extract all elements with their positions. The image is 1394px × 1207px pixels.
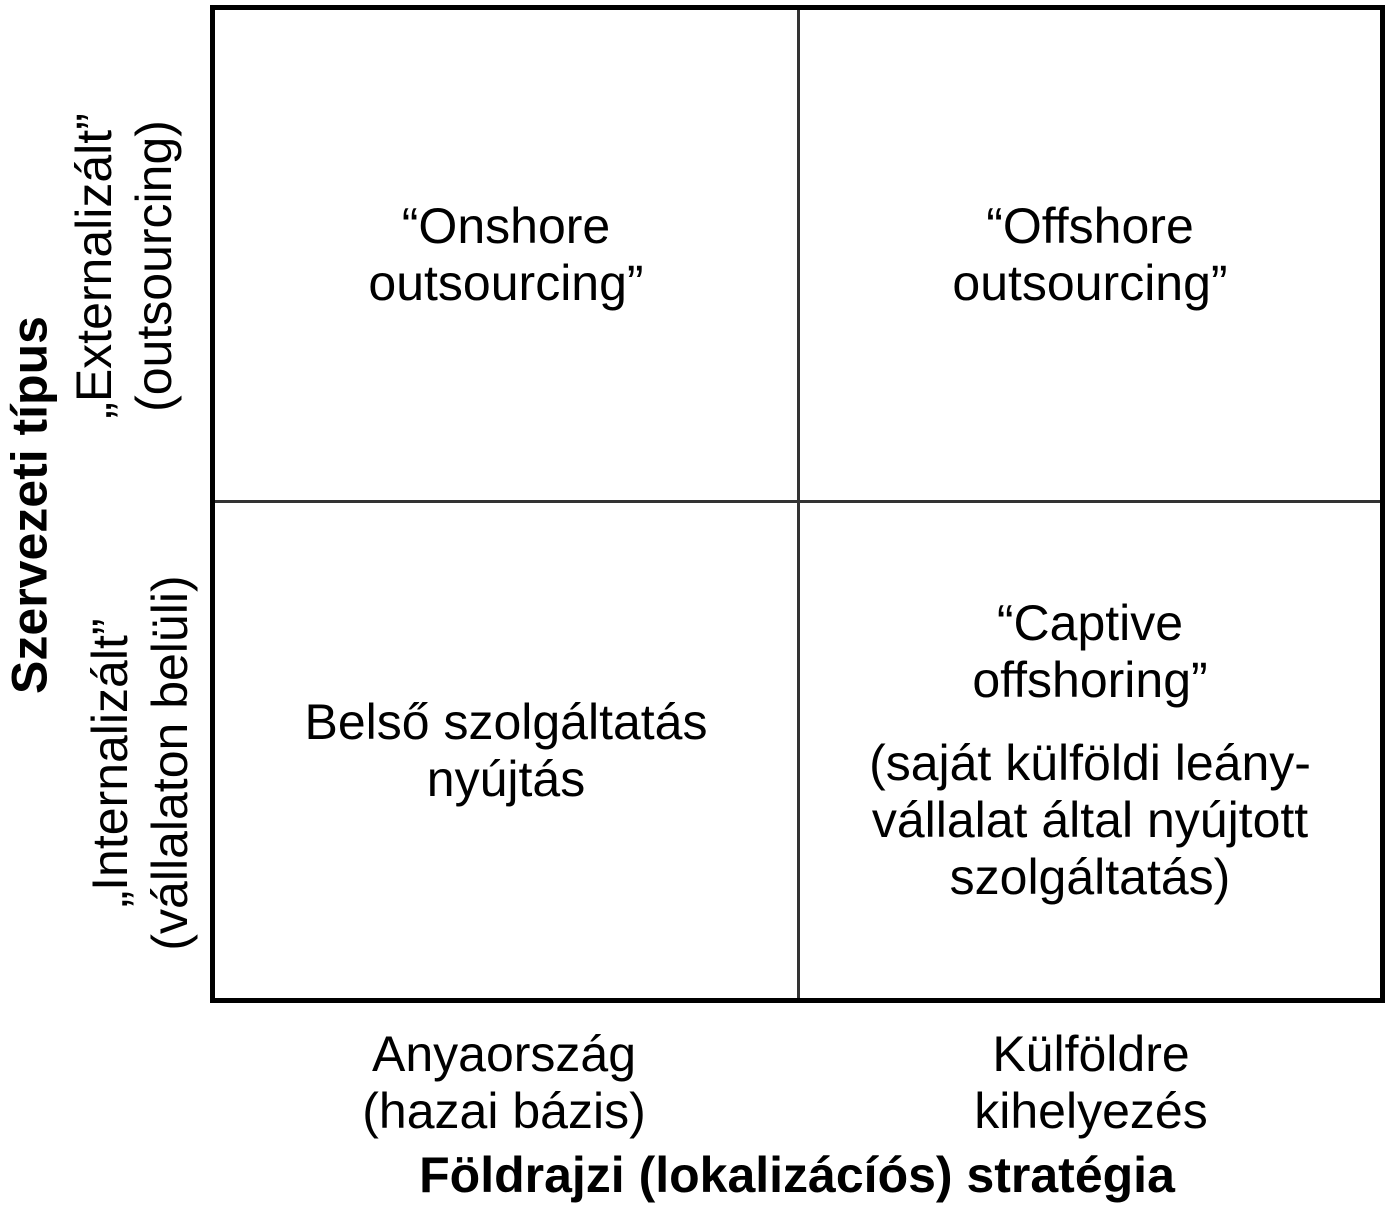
quadrant-bottom-right-title: “Captive offshoring” xyxy=(972,595,1208,708)
quadrant-top-right-label: “Offshore outsourcing” xyxy=(952,198,1228,311)
matrix-grid: “Onshore outsourcing” “Offshore outsourc… xyxy=(210,5,1385,1003)
quadrant-top-right: “Offshore outsourcing” xyxy=(800,10,1380,503)
quadrant-bottom-left: Belső szolgáltatás nyújtás xyxy=(215,503,800,998)
quadrant-bottom-left-label: Belső szolgáltatás nyújtás xyxy=(304,693,708,807)
y-axis-category-externalized: „Externalizált” (outsourcing) xyxy=(66,113,182,419)
x-axis-category-home-country: Anyaország (hazai bázis) xyxy=(362,1026,646,1139)
quadrant-bottom-right: “Captive offshoring” (saját külföldi leá… xyxy=(800,503,1380,998)
x-axis-title: Földrajzi (lokalizácíós) stratégia xyxy=(419,1147,1175,1203)
x-axis-category-abroad: Külföldre kihelyezés xyxy=(974,1026,1208,1139)
quadrant-top-left: “Onshore outsourcing” xyxy=(215,10,800,503)
quadrant-top-left-label: “Onshore outsourcing” xyxy=(368,198,644,311)
y-axis-category-internalized: „Internalizált” (vállalaton belüli) xyxy=(82,575,198,951)
quadrant-bottom-right-note: (saját külföldi leány- vállalat által ny… xyxy=(869,735,1311,905)
y-axis-title: Szervezeti típus xyxy=(1,316,58,694)
